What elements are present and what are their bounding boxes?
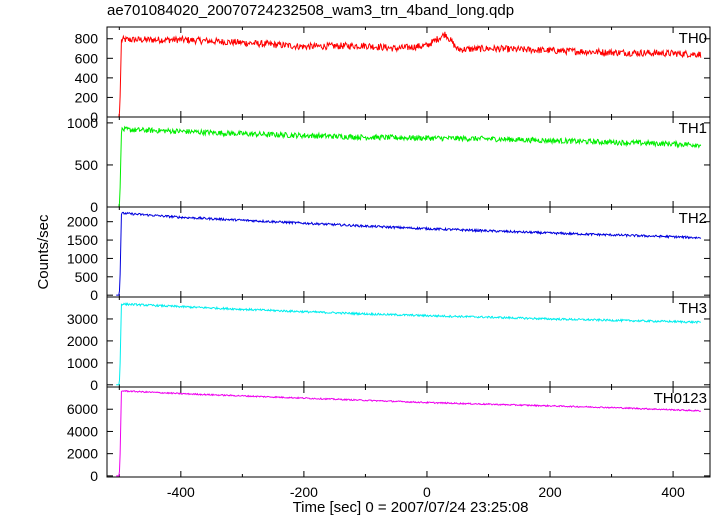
panel-label-th0: TH0 (679, 30, 707, 47)
series-line-th3 (116, 301, 702, 386)
x-tick-label: -200 (290, 484, 318, 500)
y-tick-label: 6000 (67, 401, 98, 417)
panel-frame-th2 (106, 206, 711, 298)
y-tick-label: 200 (75, 89, 99, 105)
y-tick-label: 0 (90, 109, 98, 125)
y-tick-label: 400 (75, 70, 99, 86)
y-tick-label: 500 (75, 269, 99, 285)
y-tick-label: 1000 (67, 250, 98, 266)
y-tick-label: 800 (75, 31, 99, 47)
panel-label-th0123: TH0123 (654, 390, 707, 407)
y-axis-label: Counts/sec (35, 214, 52, 290)
x-tick-label: -400 (167, 484, 195, 500)
y-tick-label: 2000 (67, 446, 98, 462)
x-axis-label: Time [sec] 0 = 2007/07/24 23:25:08 (293, 499, 529, 516)
x-tick-label: 200 (538, 484, 562, 500)
series-line-th2 (116, 211, 702, 296)
y-tick-label: 0 (90, 287, 98, 303)
panel-label-th1: TH1 (679, 120, 707, 137)
y-tick-label: 1000 (67, 115, 98, 131)
panel-frame-th0 (106, 26, 711, 118)
series-line-th0123 (116, 389, 702, 477)
panel-label-th3: TH3 (679, 300, 707, 317)
y-tick-label: 1000 (67, 355, 98, 371)
chart-title: ae701084020_20070724232508_wam3_trn_4ban… (107, 2, 515, 19)
y-tick-label: 2000 (67, 214, 98, 230)
panel-frame-th3 (106, 296, 711, 388)
series-line-th0 (116, 31, 702, 118)
y-tick-label: 500 (75, 157, 99, 173)
panel-frame-th1 (106, 116, 711, 208)
x-tick-label: 0 (423, 484, 431, 500)
y-tick-label: 1500 (67, 232, 98, 248)
y-tick-label: 0 (90, 377, 98, 393)
y-tick-label: 4000 (67, 423, 98, 439)
y-tick-label: 600 (75, 50, 99, 66)
panel-label-th2: TH2 (679, 210, 707, 227)
y-tick-label: 0 (90, 199, 98, 215)
panel-frame-th0123 (106, 386, 711, 478)
y-tick-label: 0 (90, 468, 98, 484)
y-tick-label: 3000 (67, 311, 98, 327)
x-tick-label: 400 (661, 484, 685, 500)
y-tick-label: 2000 (67, 333, 98, 349)
series-line-th1 (116, 125, 702, 208)
